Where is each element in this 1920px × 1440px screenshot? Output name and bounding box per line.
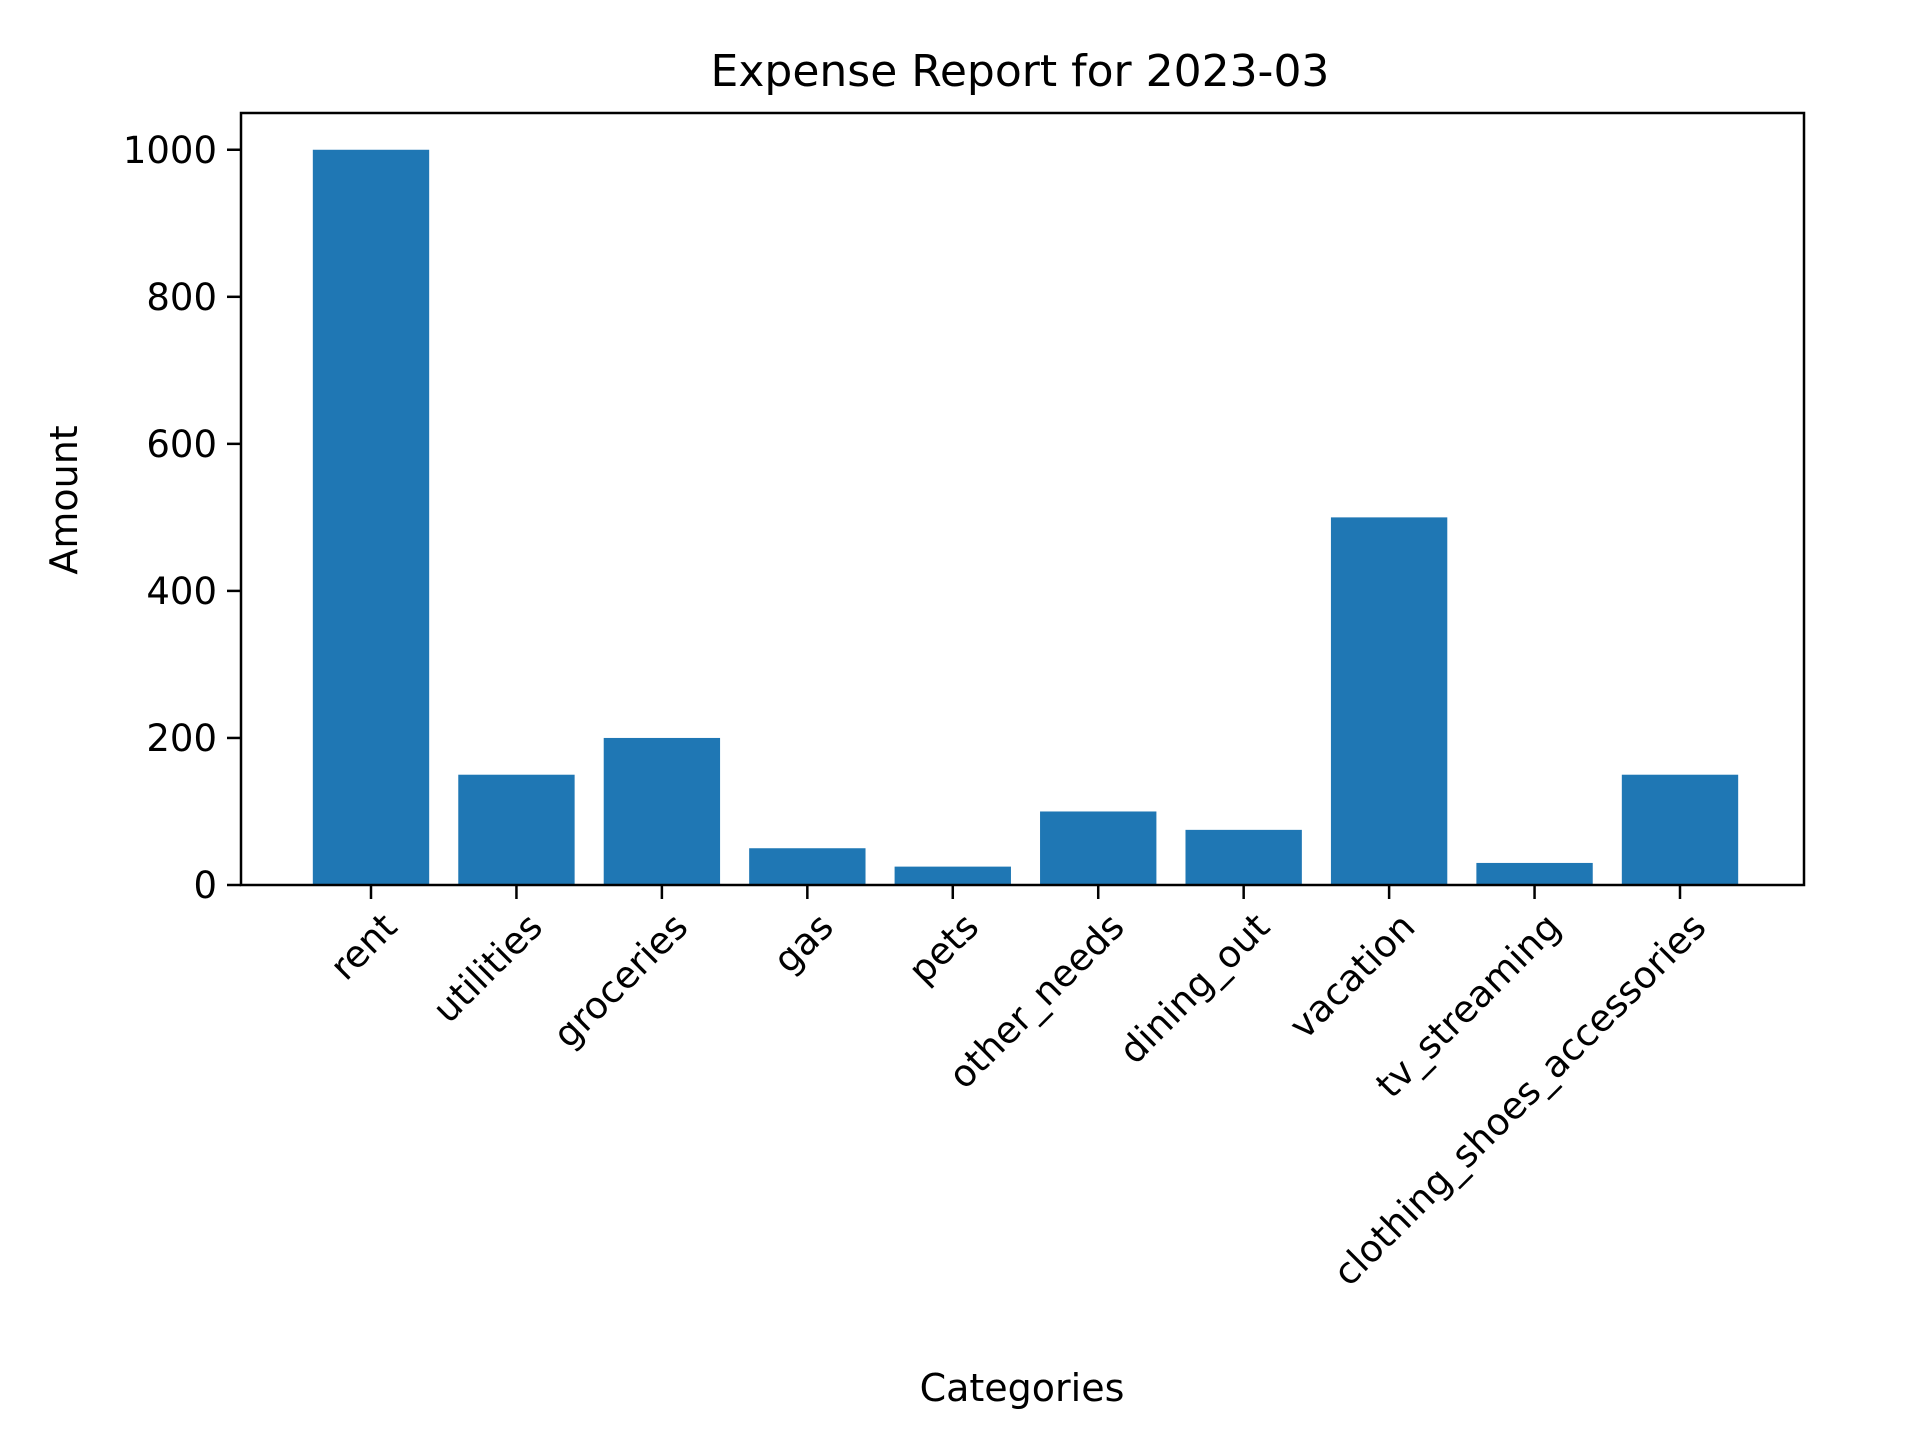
bar-groceries	[603, 737, 721, 885]
x-tick-label-pets: pets	[900, 905, 987, 992]
y-tick-label-1000: 1000	[123, 129, 217, 172]
bar-clothing_shoes_accessories	[1621, 774, 1739, 885]
x-axis-label: Categories	[920, 1366, 1125, 1410]
bar-pets	[894, 866, 1011, 885]
y-tick-label-0: 0	[193, 864, 217, 907]
x-tick-label-vacation: vacation	[1281, 905, 1423, 1047]
x-tick-label-dining_out: dining_out	[1111, 905, 1278, 1072]
plot-frame	[239, 111, 1806, 887]
y-tick-label-600: 600	[146, 423, 217, 466]
y-tick-label-400: 400	[146, 570, 217, 613]
x-tick-label-rent: rent	[322, 905, 406, 989]
bars-layer	[312, 149, 1739, 885]
bar-tv_streaming	[1476, 862, 1593, 885]
x-tick-label-utilities: utilities	[425, 905, 551, 1031]
y-tick-label-200: 200	[146, 717, 217, 760]
bar-gas	[749, 848, 866, 885]
x-tick-label-groceries: groceries	[545, 905, 696, 1056]
bar-dining_out	[1185, 829, 1302, 885]
x-tick-label-gas: gas	[765, 905, 842, 982]
bar-other_needs	[1040, 811, 1157, 885]
chart-title: Expense Report for 2023-03	[711, 46, 1330, 97]
bar-vacation	[1330, 517, 1448, 885]
y-tick-label-800: 800	[146, 276, 217, 319]
bar-utilities	[458, 774, 575, 885]
y-axis-label: Amount	[42, 425, 86, 574]
bar-rent	[312, 149, 430, 885]
